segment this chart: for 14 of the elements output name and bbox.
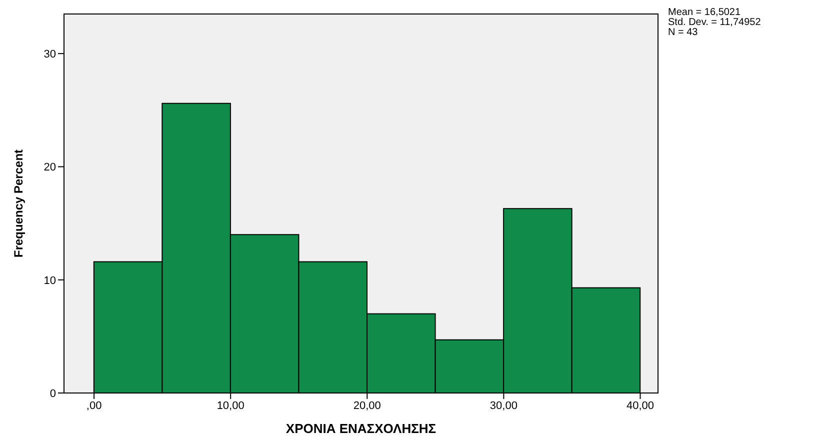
y-tick-label: 30 xyxy=(44,48,56,60)
x-tick-label: 30,00 xyxy=(490,400,518,412)
text: Std. Dev. = 11,74952 xyxy=(668,17,761,28)
x-axis-title: ΧΡΟΝΙΑ ΕΝΑΣΧΟΛΗΣΗΣ xyxy=(286,421,436,436)
y-tick-label: 10 xyxy=(44,274,56,287)
y-tick-label: 20 xyxy=(44,162,56,174)
x-tick-label: 40,00 xyxy=(626,400,654,412)
x-tick-label: 20,00 xyxy=(353,400,381,412)
text: Mean = 16,5021 xyxy=(668,7,742,18)
x-tick-label: ,00 xyxy=(86,400,102,412)
x-tick-label: 10,00 xyxy=(216,400,244,412)
y-tick-label: 0 xyxy=(50,388,56,400)
text: N = 43 xyxy=(668,27,699,38)
y-axis-title: Frequency Percent xyxy=(11,149,26,258)
